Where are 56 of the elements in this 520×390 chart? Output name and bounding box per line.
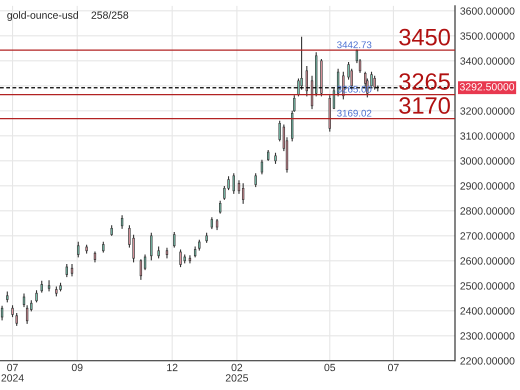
candlestick — [232, 173, 235, 194]
y-tick-label: 3100.00000 — [460, 132, 514, 140]
y-tick-label: 3000.00000 — [460, 157, 514, 165]
candlestick — [194, 246, 196, 258]
annotation: 258/258 — [92, 11, 128, 19]
x-tick-label: 07 2024 — [1, 364, 24, 382]
candlestick — [128, 225, 131, 248]
candlestick — [173, 232, 176, 248]
candlestick — [110, 225, 113, 236]
y-tick-label: 2300.00000 — [460, 332, 514, 340]
ref-line-label: 3169.02 — [337, 110, 372, 117]
candlestick — [150, 232, 153, 260]
x-tick-label: 07 — [388, 364, 399, 372]
annotation: 3265 — [399, 73, 450, 90]
candlestick — [219, 200, 222, 214]
ref-line-label: 3442.73 — [337, 41, 372, 48]
candlestick — [40, 280, 43, 293]
x-tick-label: 05 — [324, 364, 336, 372]
candlestick — [102, 242, 104, 253]
candlestick — [77, 242, 80, 258]
candlestick — [157, 246, 160, 258]
candlestick — [166, 248, 168, 258]
candlestick — [16, 312, 18, 326]
y-tick-label: 2600.00000 — [460, 257, 514, 265]
y-tick-label: 2900.00000 — [460, 182, 514, 190]
candlestick — [132, 234, 135, 262]
y-tick-label: 2400.00000 — [460, 307, 514, 315]
candlestick — [198, 240, 201, 251]
annotation: 3450 — [399, 28, 450, 46]
candlestick — [120, 215, 124, 229]
candlestick — [26, 305, 28, 324]
candlestick — [66, 264, 68, 278]
y-tick-label: 2500.00000 — [460, 282, 514, 290]
candlestick — [267, 150, 270, 161]
candlestick — [242, 183, 244, 204]
candlestick — [140, 259, 142, 280]
y-tick-label: 3200.00000 — [460, 107, 514, 115]
candlestick — [254, 173, 257, 188]
y-tick-label: 2800.00000 — [460, 207, 514, 215]
y-tick-label: 3600.00000 — [460, 7, 514, 15]
x-tick-label: 02 2025 — [226, 364, 248, 382]
y-tick-label: 2700.00000 — [460, 232, 514, 240]
y-tick-label: 3400.00000 — [460, 57, 514, 65]
candlestick — [210, 217, 214, 230]
y-tick-label: 3500.00000 — [460, 32, 514, 40]
ref-line-label: 3292.50000 — [460, 83, 514, 90]
candlestick — [0, 306, 4, 320]
candlestick — [223, 186, 226, 200]
candlestick — [6, 291, 8, 302]
x-tick-label: 09 — [72, 364, 83, 372]
candlestick — [373, 76, 376, 90]
chart-title: gold-ounce-usd — [7, 11, 78, 21]
y-tick-label: 2200.00000 — [460, 357, 514, 365]
candlestick — [306, 66, 308, 96]
x-tick-label: 12 — [167, 364, 178, 372]
annotation: 3170 — [399, 97, 450, 114]
